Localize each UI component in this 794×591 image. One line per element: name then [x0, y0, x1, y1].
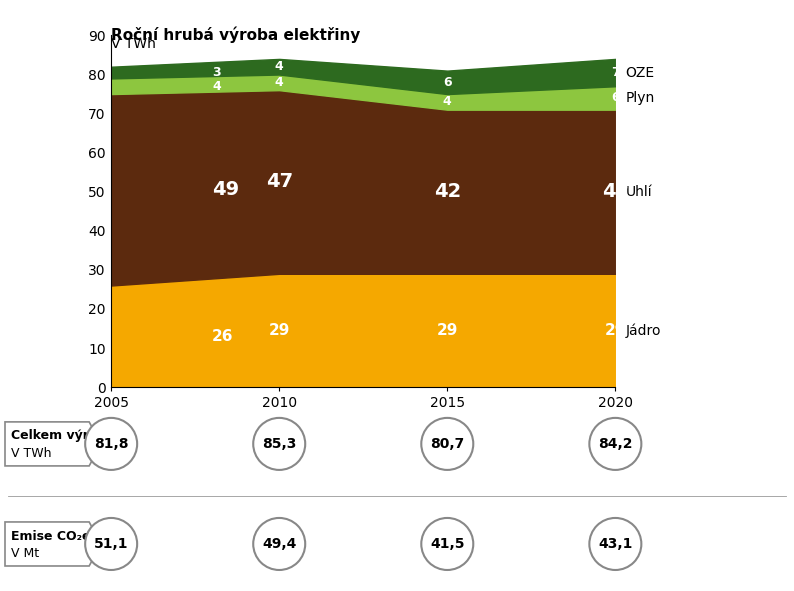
Text: Emise CO₂ekv.: Emise CO₂ekv. [11, 530, 110, 543]
Text: 29: 29 [437, 323, 458, 338]
Text: 42: 42 [602, 182, 629, 202]
Circle shape [422, 518, 473, 570]
Text: 29: 29 [605, 323, 626, 338]
Polygon shape [5, 422, 101, 466]
Text: 6: 6 [611, 92, 619, 105]
Text: 7: 7 [611, 66, 620, 79]
Text: 4: 4 [275, 76, 283, 89]
Text: 4: 4 [275, 60, 283, 73]
Text: 41,5: 41,5 [430, 537, 464, 551]
Text: 29: 29 [268, 323, 290, 338]
Polygon shape [5, 522, 101, 566]
Text: 80,7: 80,7 [430, 437, 464, 451]
Text: V TWh: V TWh [111, 37, 156, 51]
Text: 4: 4 [443, 95, 452, 108]
Text: 3: 3 [212, 66, 221, 79]
Text: Celkem výroba: Celkem výroba [11, 430, 115, 443]
Circle shape [422, 418, 473, 470]
Text: 49,4: 49,4 [262, 537, 296, 551]
Text: 43,1: 43,1 [598, 537, 633, 551]
Text: 51,1: 51,1 [94, 537, 129, 551]
Text: 42: 42 [434, 182, 461, 202]
Text: 6: 6 [443, 76, 452, 89]
Text: Uhlí: Uhlí [626, 185, 652, 199]
Text: V Mt: V Mt [11, 547, 39, 560]
Text: Plyn: Plyn [626, 91, 655, 105]
Text: 85,3: 85,3 [262, 437, 296, 451]
Circle shape [589, 418, 642, 470]
Text: V TWh: V TWh [11, 447, 52, 460]
Text: Roční hrubá výroba elektřiny: Roční hrubá výroba elektřiny [111, 27, 360, 43]
Circle shape [85, 418, 137, 470]
Text: OZE: OZE [626, 66, 654, 80]
Text: 84,2: 84,2 [598, 437, 633, 451]
Circle shape [85, 518, 137, 570]
Text: Jádro: Jádro [626, 323, 661, 337]
Circle shape [589, 518, 642, 570]
Text: 26: 26 [212, 329, 233, 344]
Circle shape [253, 418, 305, 470]
Circle shape [253, 518, 305, 570]
Text: 47: 47 [266, 173, 293, 191]
Text: 4: 4 [212, 80, 221, 93]
Text: 81,8: 81,8 [94, 437, 129, 451]
Text: 49: 49 [212, 180, 239, 199]
